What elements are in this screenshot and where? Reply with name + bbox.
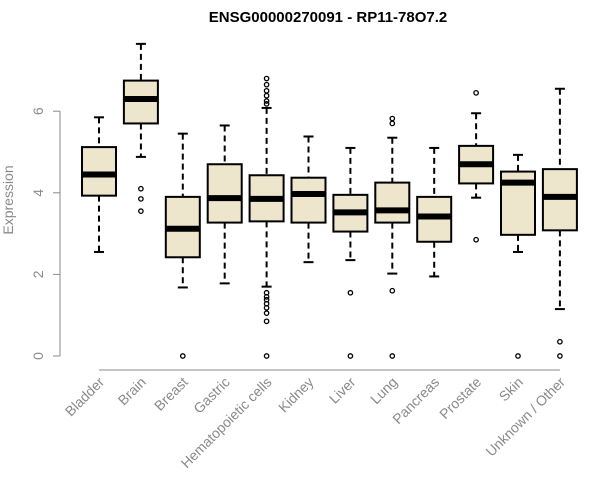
- outlier-point: [389, 353, 396, 359]
- outlier-point: [138, 208, 144, 215]
- outlier-point: [389, 115, 396, 122]
- box-hematopoietic-cells: [248, 75, 285, 359]
- outlier-point: [138, 196, 144, 202]
- outlier-point: [389, 120, 396, 127]
- outlier-point: [347, 289, 354, 296]
- box-brain: [122, 42, 159, 215]
- outlier-point: [263, 81, 270, 88]
- y-axis-label: Expression: [0, 165, 16, 234]
- x-tick-label: Breast: [151, 374, 191, 414]
- x-tick-label: Kidney: [275, 374, 317, 416]
- outlier-point: [389, 287, 396, 294]
- y-tick-label: 4: [30, 189, 46, 197]
- outlier-point: [179, 353, 186, 359]
- outlier-point: [557, 338, 563, 345]
- chart-title: ENSG00000270091 - RP11-78O7.2: [209, 9, 448, 26]
- x-tick-label: Skin: [496, 374, 527, 405]
- y-tick-label: 2: [30, 270, 46, 278]
- outlier-point: [263, 353, 270, 359]
- boxes: [81, 42, 578, 359]
- outlier-point: [515, 353, 521, 359]
- x-tick-label: Bladder: [62, 374, 108, 420]
- iqr-box: [122, 79, 159, 125]
- x-tick-label: Lung: [367, 374, 400, 407]
- x-tick-label: Liver: [326, 374, 359, 407]
- box-prostate: [458, 89, 495, 243]
- iqr-box: [374, 181, 411, 224]
- box-skin: [500, 153, 536, 359]
- y-tick-label: 0: [30, 352, 46, 360]
- outlier-point: [138, 185, 144, 192]
- axes: 0 2 4 6: [30, 107, 560, 371]
- box-gastric: [206, 124, 243, 285]
- outlier-point: [263, 98, 270, 104]
- outlier-point: [263, 318, 270, 325]
- x-tick-label: Prostate: [436, 374, 484, 422]
- outlier-point: [473, 236, 479, 243]
- outlier-point: [263, 87, 270, 94]
- iqr-box: [206, 163, 243, 224]
- box-lung: [374, 115, 411, 359]
- x-tick-label: Brain: [115, 374, 149, 408]
- outlier-point: [263, 305, 270, 311]
- outlier-point: [263, 101, 270, 107]
- iqr-box: [81, 146, 117, 197]
- outlier-point: [557, 353, 563, 359]
- iqr-box: [290, 176, 327, 224]
- outlier-point: [473, 89, 479, 96]
- outlier-point: [347, 353, 354, 359]
- outlier-point: [263, 92, 270, 99]
- x-tick-label: Unknown / Other: [482, 374, 568, 460]
- outlier-point: [263, 293, 270, 300]
- outlier-point: [263, 75, 270, 82]
- box-unknown-other: [541, 87, 578, 359]
- box-liver: [332, 146, 369, 359]
- box-bladder: [81, 116, 117, 253]
- outlier-point: [263, 310, 270, 317]
- y-tick-label: 6: [30, 107, 46, 115]
- x-tick-label: Pancreas: [389, 374, 442, 427]
- box-pancreas: [416, 146, 453, 278]
- box-breast: [164, 132, 201, 359]
- box-kidney: [290, 135, 327, 264]
